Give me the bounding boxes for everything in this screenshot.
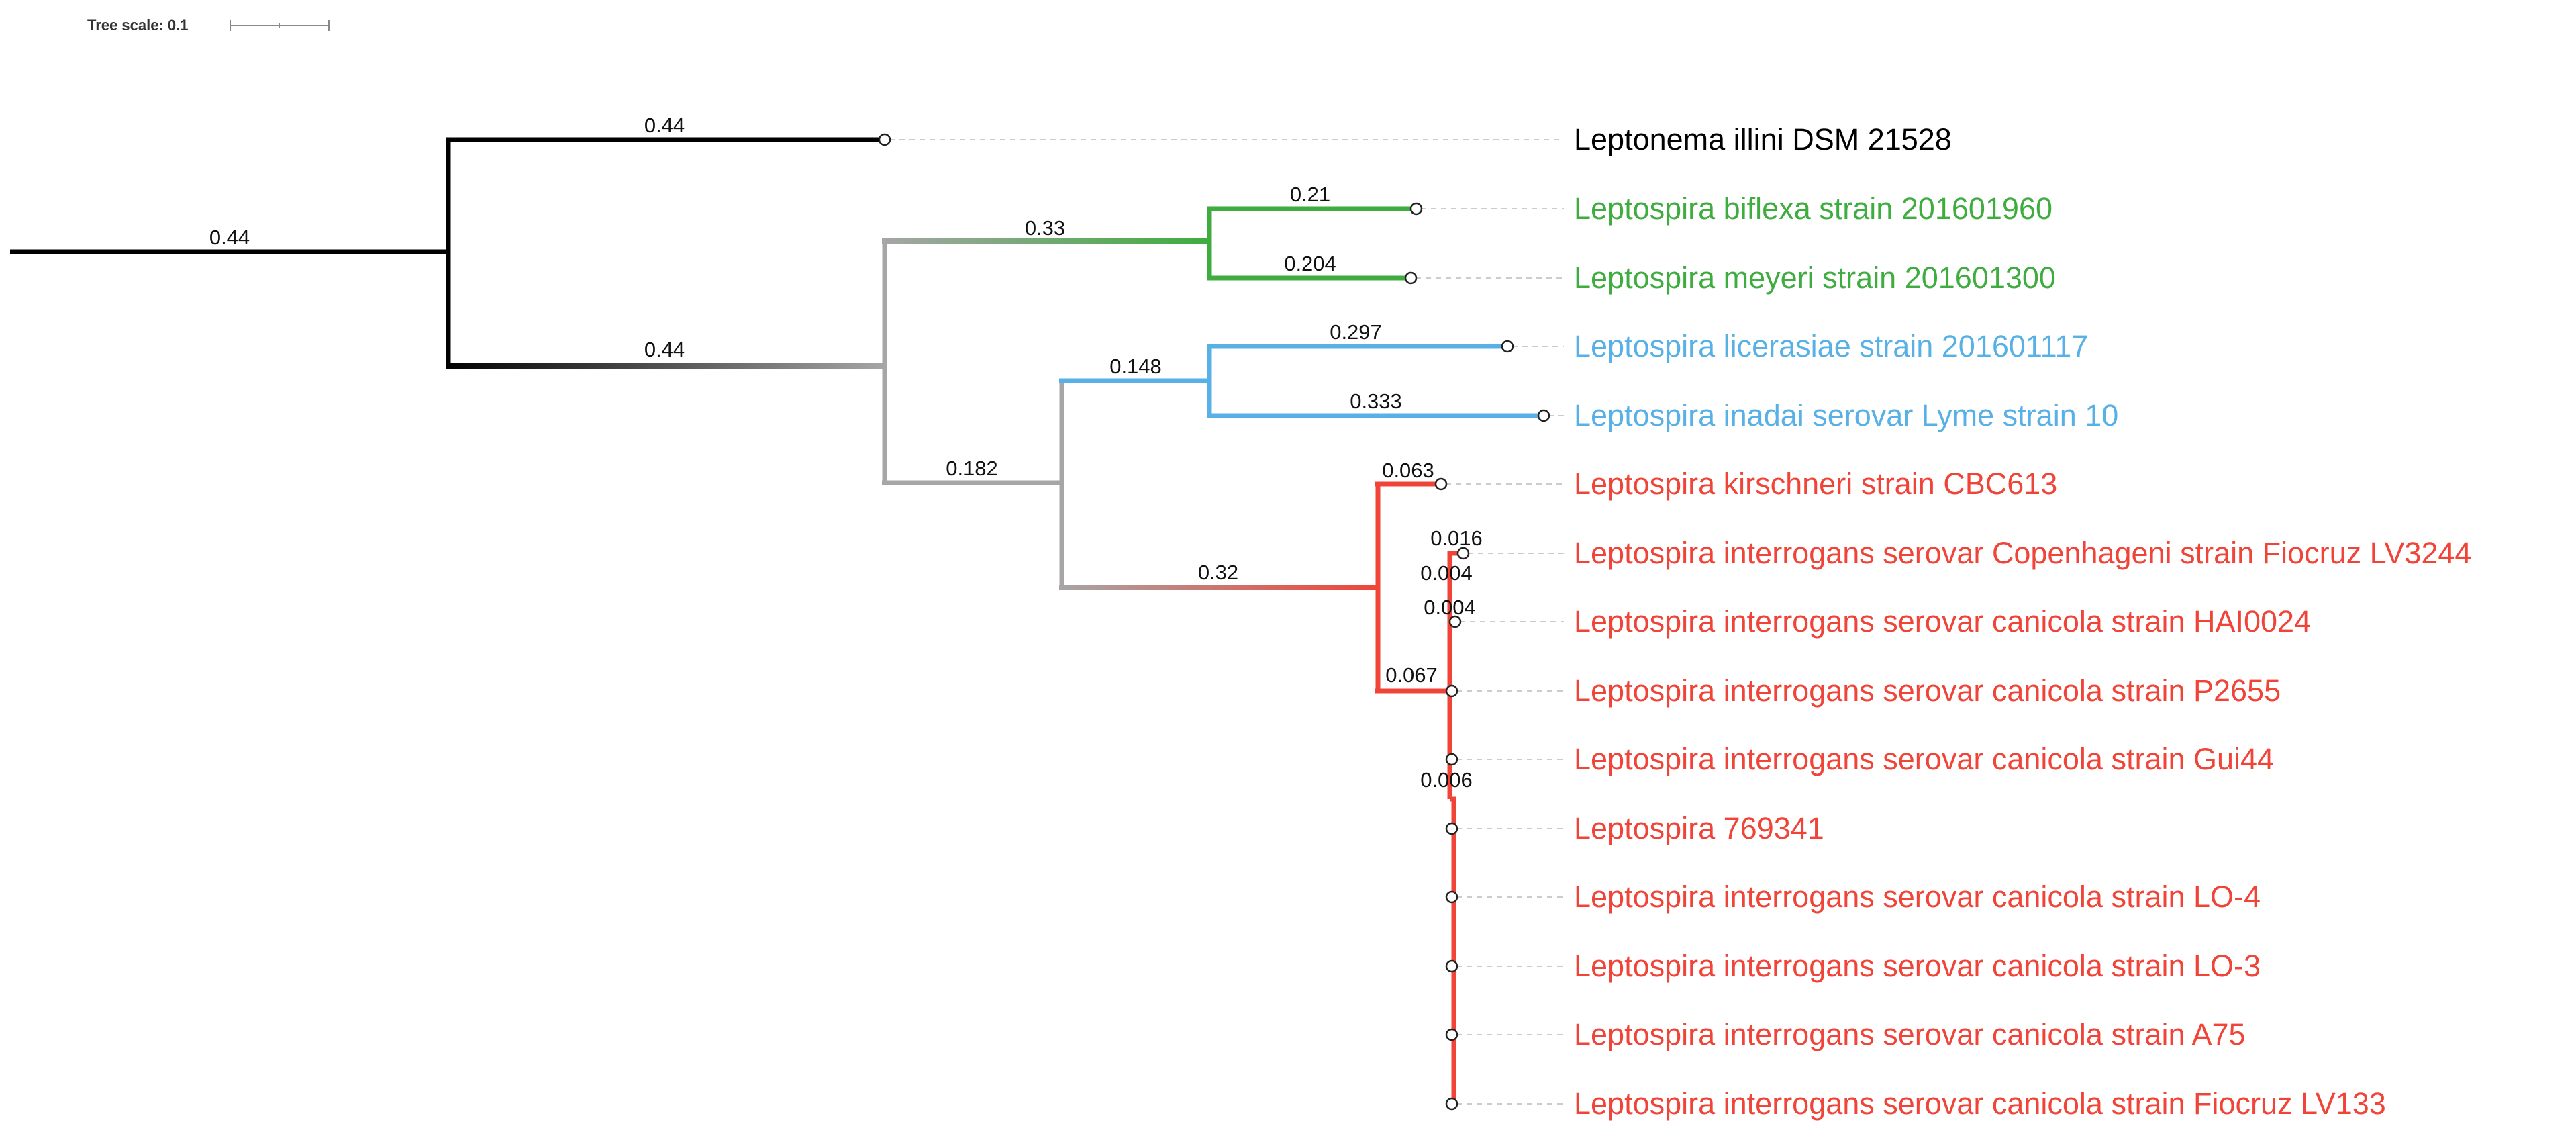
leaf-label: Leptospira interrogans serovar canicola … [1574, 673, 2281, 708]
branch-label-inner-b: 0.006 [1420, 768, 1473, 792]
branch-label-outgroup: 0.44 [644, 113, 685, 137]
outgroup-branches [10, 137, 885, 366]
leaf-label: Leptospira interrogans serovar canicola … [1574, 1017, 2246, 1051]
branch-label-inadai: 0.333 [1350, 389, 1402, 413]
green-clade [1207, 206, 1416, 281]
internal-gray-branches [882, 241, 1064, 588]
branch-label-red-clade: 0.32 [1198, 561, 1238, 584]
ingroup-branch [446, 363, 885, 369]
leaf-label: Leptospira biflexa strain 201601960 [1574, 191, 2052, 226]
leaf-label: Leptospira 769341 [1574, 811, 1824, 845]
green-clade-branch [882, 238, 1211, 244]
branch-label-interrogans-clade: 0.067 [1385, 663, 1438, 687]
branch-label-copenhageni: 0.016 [1430, 526, 1483, 550]
leaf-label: Leptonema illini DSM 21528 [1574, 122, 1952, 156]
branch-length-labels: 0.44 0.44 0.44 0.33 0.21 0.204 0.182 0.1… [209, 113, 1483, 792]
tree-scale-legend: Tree scale: 0.1 [87, 17, 330, 34]
leaf-labels: Leptonema illini DSM 21528 Leptospira bi… [1574, 122, 2471, 1121]
branch-label-hai0024: 0.004 [1424, 596, 1476, 619]
leaf-label: Leptospira interrogans serovar canicola … [1574, 742, 2274, 776]
branch-label-pathogen-clade: 0.182 [946, 457, 998, 480]
leaf-label: Leptospira interrogans serovar Copenhage… [1574, 536, 2471, 570]
branch-label-root: 0.44 [209, 226, 250, 249]
leaf-label: Leptospira interrogans serovar canicola … [1574, 949, 2261, 983]
branch-label-blue-clade: 0.148 [1109, 355, 1162, 378]
leaf-label: Leptospira interrogans serovar canicola … [1574, 604, 2311, 639]
tree-scale-bar [230, 20, 330, 31]
blue-clade [1207, 344, 1544, 418]
leaf-nodes [878, 133, 1550, 1111]
leaf-label: Leptospira inadai serovar Lyme strain 10 [1574, 398, 2118, 432]
branch-label-biflexa: 0.21 [1290, 183, 1330, 206]
leaf-label: Leptospira kirschneri strain CBC613 [1574, 467, 2057, 501]
leaf-label: Leptospira interrogans serovar canicola … [1574, 880, 2261, 914]
branch-label-licerasiae: 0.297 [1330, 320, 1382, 344]
tree-scale-label: Tree scale: 0.1 [87, 17, 188, 34]
branch-label-kirschneri: 0.063 [1382, 459, 1434, 482]
leaf-guides [889, 139, 1564, 1104]
branch-label-inner-a: 0.004 [1420, 561, 1473, 585]
branch-label-green-clade: 0.33 [1025, 216, 1065, 240]
leaf-label: Leptospira interrogans serovar canicola … [1574, 1086, 2386, 1121]
branch-label-ingroup: 0.44 [644, 338, 685, 361]
leaf-label: Leptospira meyeri strain 201601300 [1574, 261, 2056, 295]
red-clade-branch [1059, 585, 1378, 590]
branch-label-meyeri: 0.204 [1284, 252, 1336, 275]
leaf-label: Leptospira licerasiae strain 201601117 [1574, 329, 2088, 363]
